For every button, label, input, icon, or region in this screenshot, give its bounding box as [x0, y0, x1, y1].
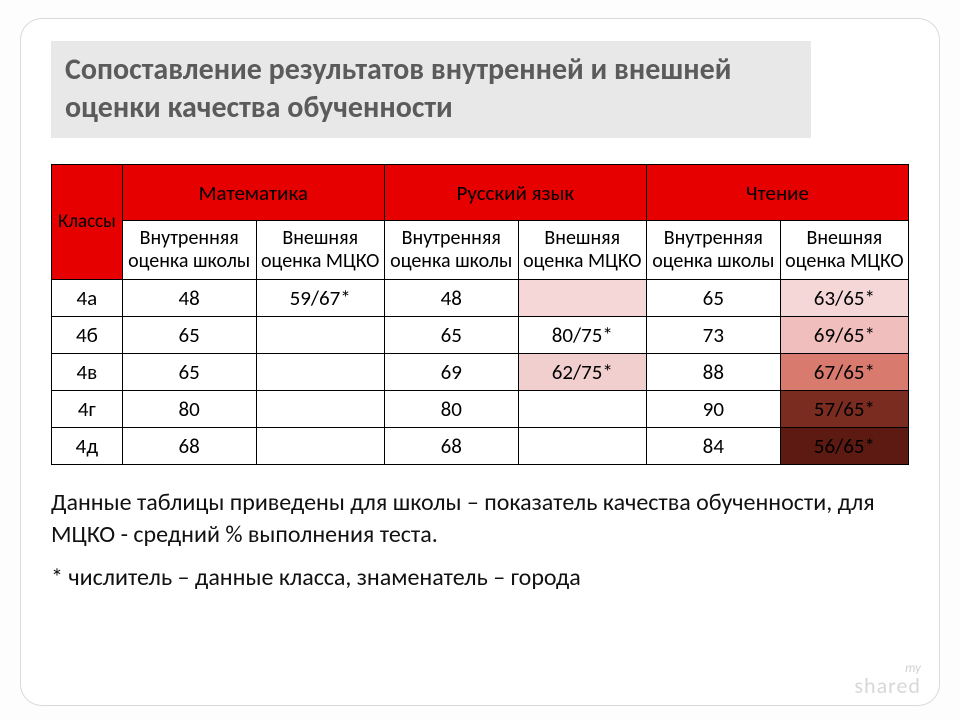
value-cell [256, 428, 384, 465]
value-cell: 57/65* [780, 391, 908, 428]
value-cell: 90 [646, 391, 780, 428]
table-header-row: Классы Математика Русский язык Чтение [52, 165, 909, 221]
class-cell: 4б [52, 317, 123, 354]
class-cell: 4а [52, 280, 123, 317]
value-cell [518, 428, 646, 465]
table-row: 4б656580/75*7369/65* [52, 317, 909, 354]
value-cell: 62/75* [518, 354, 646, 391]
value-cell [256, 354, 384, 391]
table-subheader-row: Внутренняя оценка школы Внешняя оценка М… [52, 221, 909, 280]
subheader-internal: Внутренняя оценка школы [122, 221, 256, 280]
slide-title: Сопоставление результатов внутренней и в… [51, 41, 811, 138]
table-row: 4д68688456/65* [52, 428, 909, 465]
header-classes: Классы [52, 165, 123, 280]
table-body: 4а4859/67*486563/65*4б656580/75*7369/65*… [52, 280, 909, 465]
subheader-external: Внешняя оценка МЦКО [256, 221, 384, 280]
value-cell: 69/65* [780, 317, 908, 354]
value-cell: 68 [122, 428, 256, 465]
watermark: my shared [854, 662, 921, 697]
value-cell: 73 [646, 317, 780, 354]
value-cell: 80/75* [518, 317, 646, 354]
value-cell: 88 [646, 354, 780, 391]
subheader-internal: Внутренняя оценка школы [646, 221, 780, 280]
value-cell [518, 391, 646, 428]
value-cell: 65 [646, 280, 780, 317]
subheader-external: Внешняя оценка МЦКО [518, 221, 646, 280]
header-subject-russian: Русский язык [384, 165, 646, 221]
class-cell: 4д [52, 428, 123, 465]
value-cell: 67/65* [780, 354, 908, 391]
header-subject-math: Математика [122, 165, 384, 221]
table-row: 4г80809057/65* [52, 391, 909, 428]
value-cell: 69 [384, 354, 518, 391]
value-cell: 63/65* [780, 280, 908, 317]
class-cell: 4в [52, 354, 123, 391]
value-cell: 65 [384, 317, 518, 354]
watermark-bottom: shared [854, 675, 921, 697]
table-row: 4в65 6962/75*8867/65* [52, 354, 909, 391]
value-cell [518, 280, 646, 317]
value-cell: 65 [122, 354, 256, 391]
class-cell: 4г [52, 391, 123, 428]
header-subject-reading: Чтение [646, 165, 908, 221]
value-cell: 59/67* [256, 280, 384, 317]
note-line-1: Данные таблицы приведены для школы – пок… [51, 487, 909, 552]
value-cell: 56/65* [780, 428, 908, 465]
slide-frame: Сопоставление результатов внутренней и в… [20, 18, 940, 706]
value-cell: 80 [384, 391, 518, 428]
results-table: Классы Математика Русский язык Чтение Вн… [51, 164, 909, 465]
subheader-internal: Внутренняя оценка школы [384, 221, 518, 280]
value-cell: 65 [122, 317, 256, 354]
value-cell: 84 [646, 428, 780, 465]
notes-block: Данные таблицы приведены для школы – пок… [51, 487, 909, 594]
value-cell [256, 391, 384, 428]
value-cell [256, 317, 384, 354]
note-line-2: * числитель – данные класса, знаменатель… [51, 562, 909, 594]
table-row: 4а4859/67*486563/65* [52, 280, 909, 317]
value-cell: 48 [384, 280, 518, 317]
value-cell: 80 [122, 391, 256, 428]
value-cell: 68 [384, 428, 518, 465]
subheader-external: Внешняя оценка МЦКО [780, 221, 908, 280]
value-cell: 48 [122, 280, 256, 317]
